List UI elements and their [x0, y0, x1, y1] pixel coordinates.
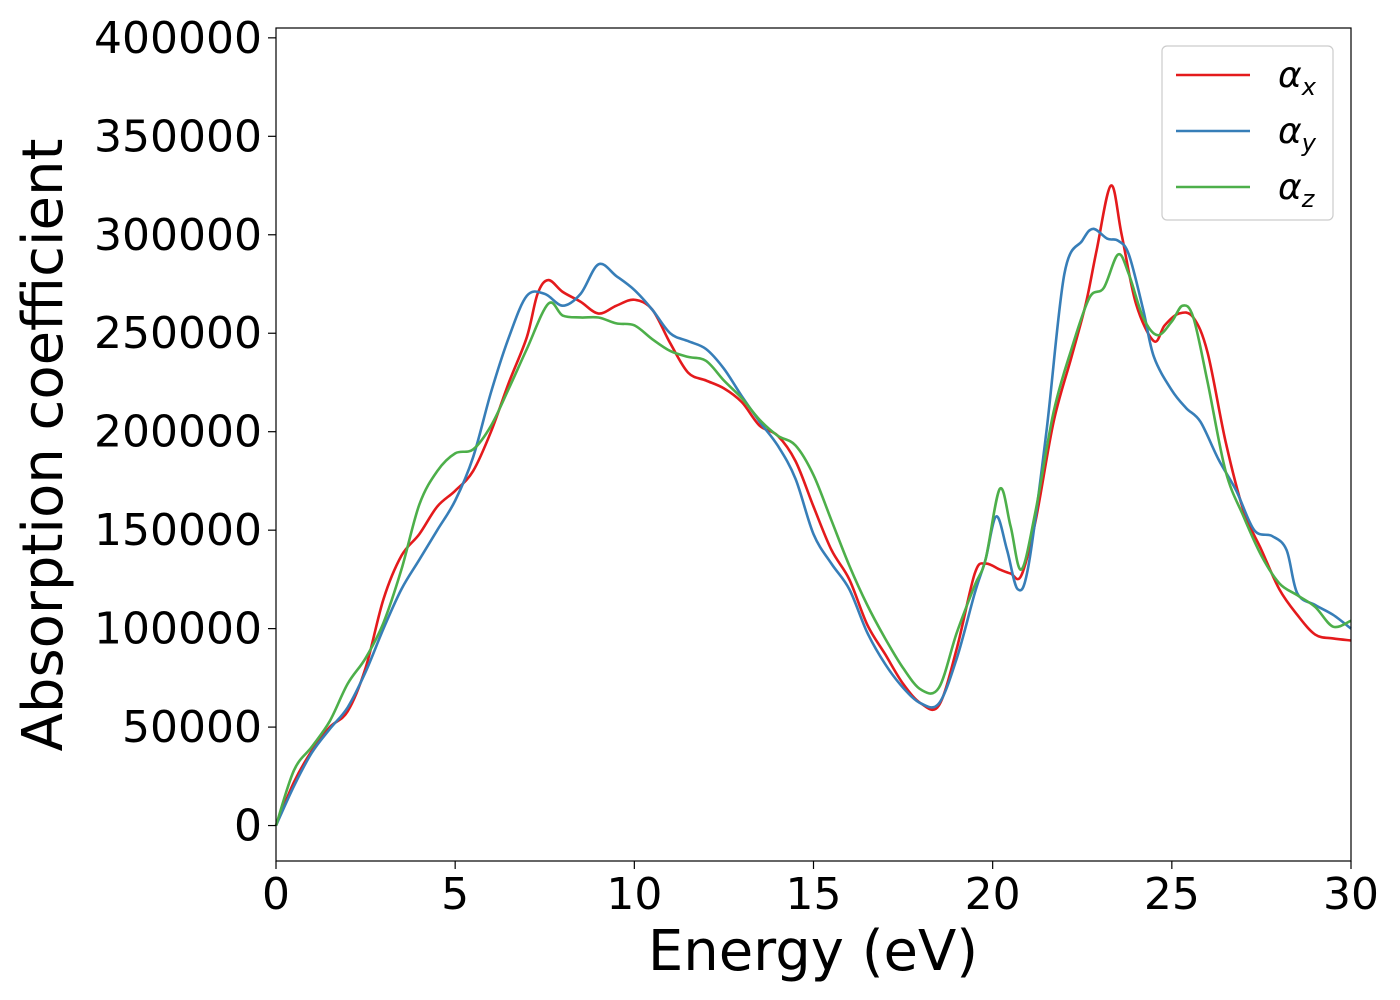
series-layer [274, 184, 1352, 827]
y-axis-ticks: 0 50000 100000 150000 200000 250000 300000 3500… [94, 13, 276, 852]
x-tick-label: 10 [606, 869, 662, 920]
legend-label-y: αy [1278, 111, 1317, 157]
x-tick-label: 0 [262, 869, 290, 920]
x-tick-label: 15 [786, 869, 842, 920]
series-line-y [274, 227, 1352, 827]
legend-label-z: αz [1278, 167, 1316, 213]
y-tick-label: 100000 [94, 604, 262, 655]
legend-items: αx αy αz [1176, 55, 1317, 213]
y-tick-label: 250000 [94, 308, 262, 359]
y-axis-label: Absorption coefficient [11, 139, 76, 752]
y-tick-label: 350000 [94, 111, 262, 162]
y-tick-label: 200000 [94, 407, 262, 458]
x-axis-ticks: 0 5 10 15 20 25 30 [262, 861, 1379, 920]
x-tick-label: 20 [965, 869, 1021, 920]
y-tick-label: 400000 [94, 13, 262, 64]
x-axis-label: Energy (eV) [648, 919, 978, 984]
y-tick-label: 300000 [94, 210, 262, 261]
legend: αx αy αz [1161, 45, 1334, 221]
series-line-z [274, 252, 1352, 826]
legend-box [1161, 45, 1334, 221]
x-tick-label: 30 [1323, 869, 1379, 920]
y-tick-label: 50000 [122, 702, 262, 753]
x-tick-label: 5 [441, 869, 469, 920]
y-tick-label: 150000 [94, 505, 262, 556]
y-tick-label: 0 [234, 801, 262, 852]
x-tick-label: 25 [1144, 869, 1200, 920]
legend-label-x: αx [1278, 55, 1317, 101]
series-line-x [274, 184, 1352, 827]
